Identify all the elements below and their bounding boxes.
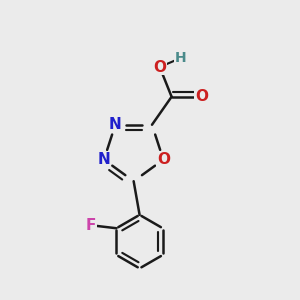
Text: O: O (157, 152, 170, 167)
Text: O: O (153, 59, 166, 74)
Text: F: F (86, 218, 96, 233)
Text: N: N (109, 117, 122, 132)
Text: H: H (175, 51, 186, 65)
Text: N: N (98, 152, 110, 167)
Text: O: O (195, 89, 208, 104)
